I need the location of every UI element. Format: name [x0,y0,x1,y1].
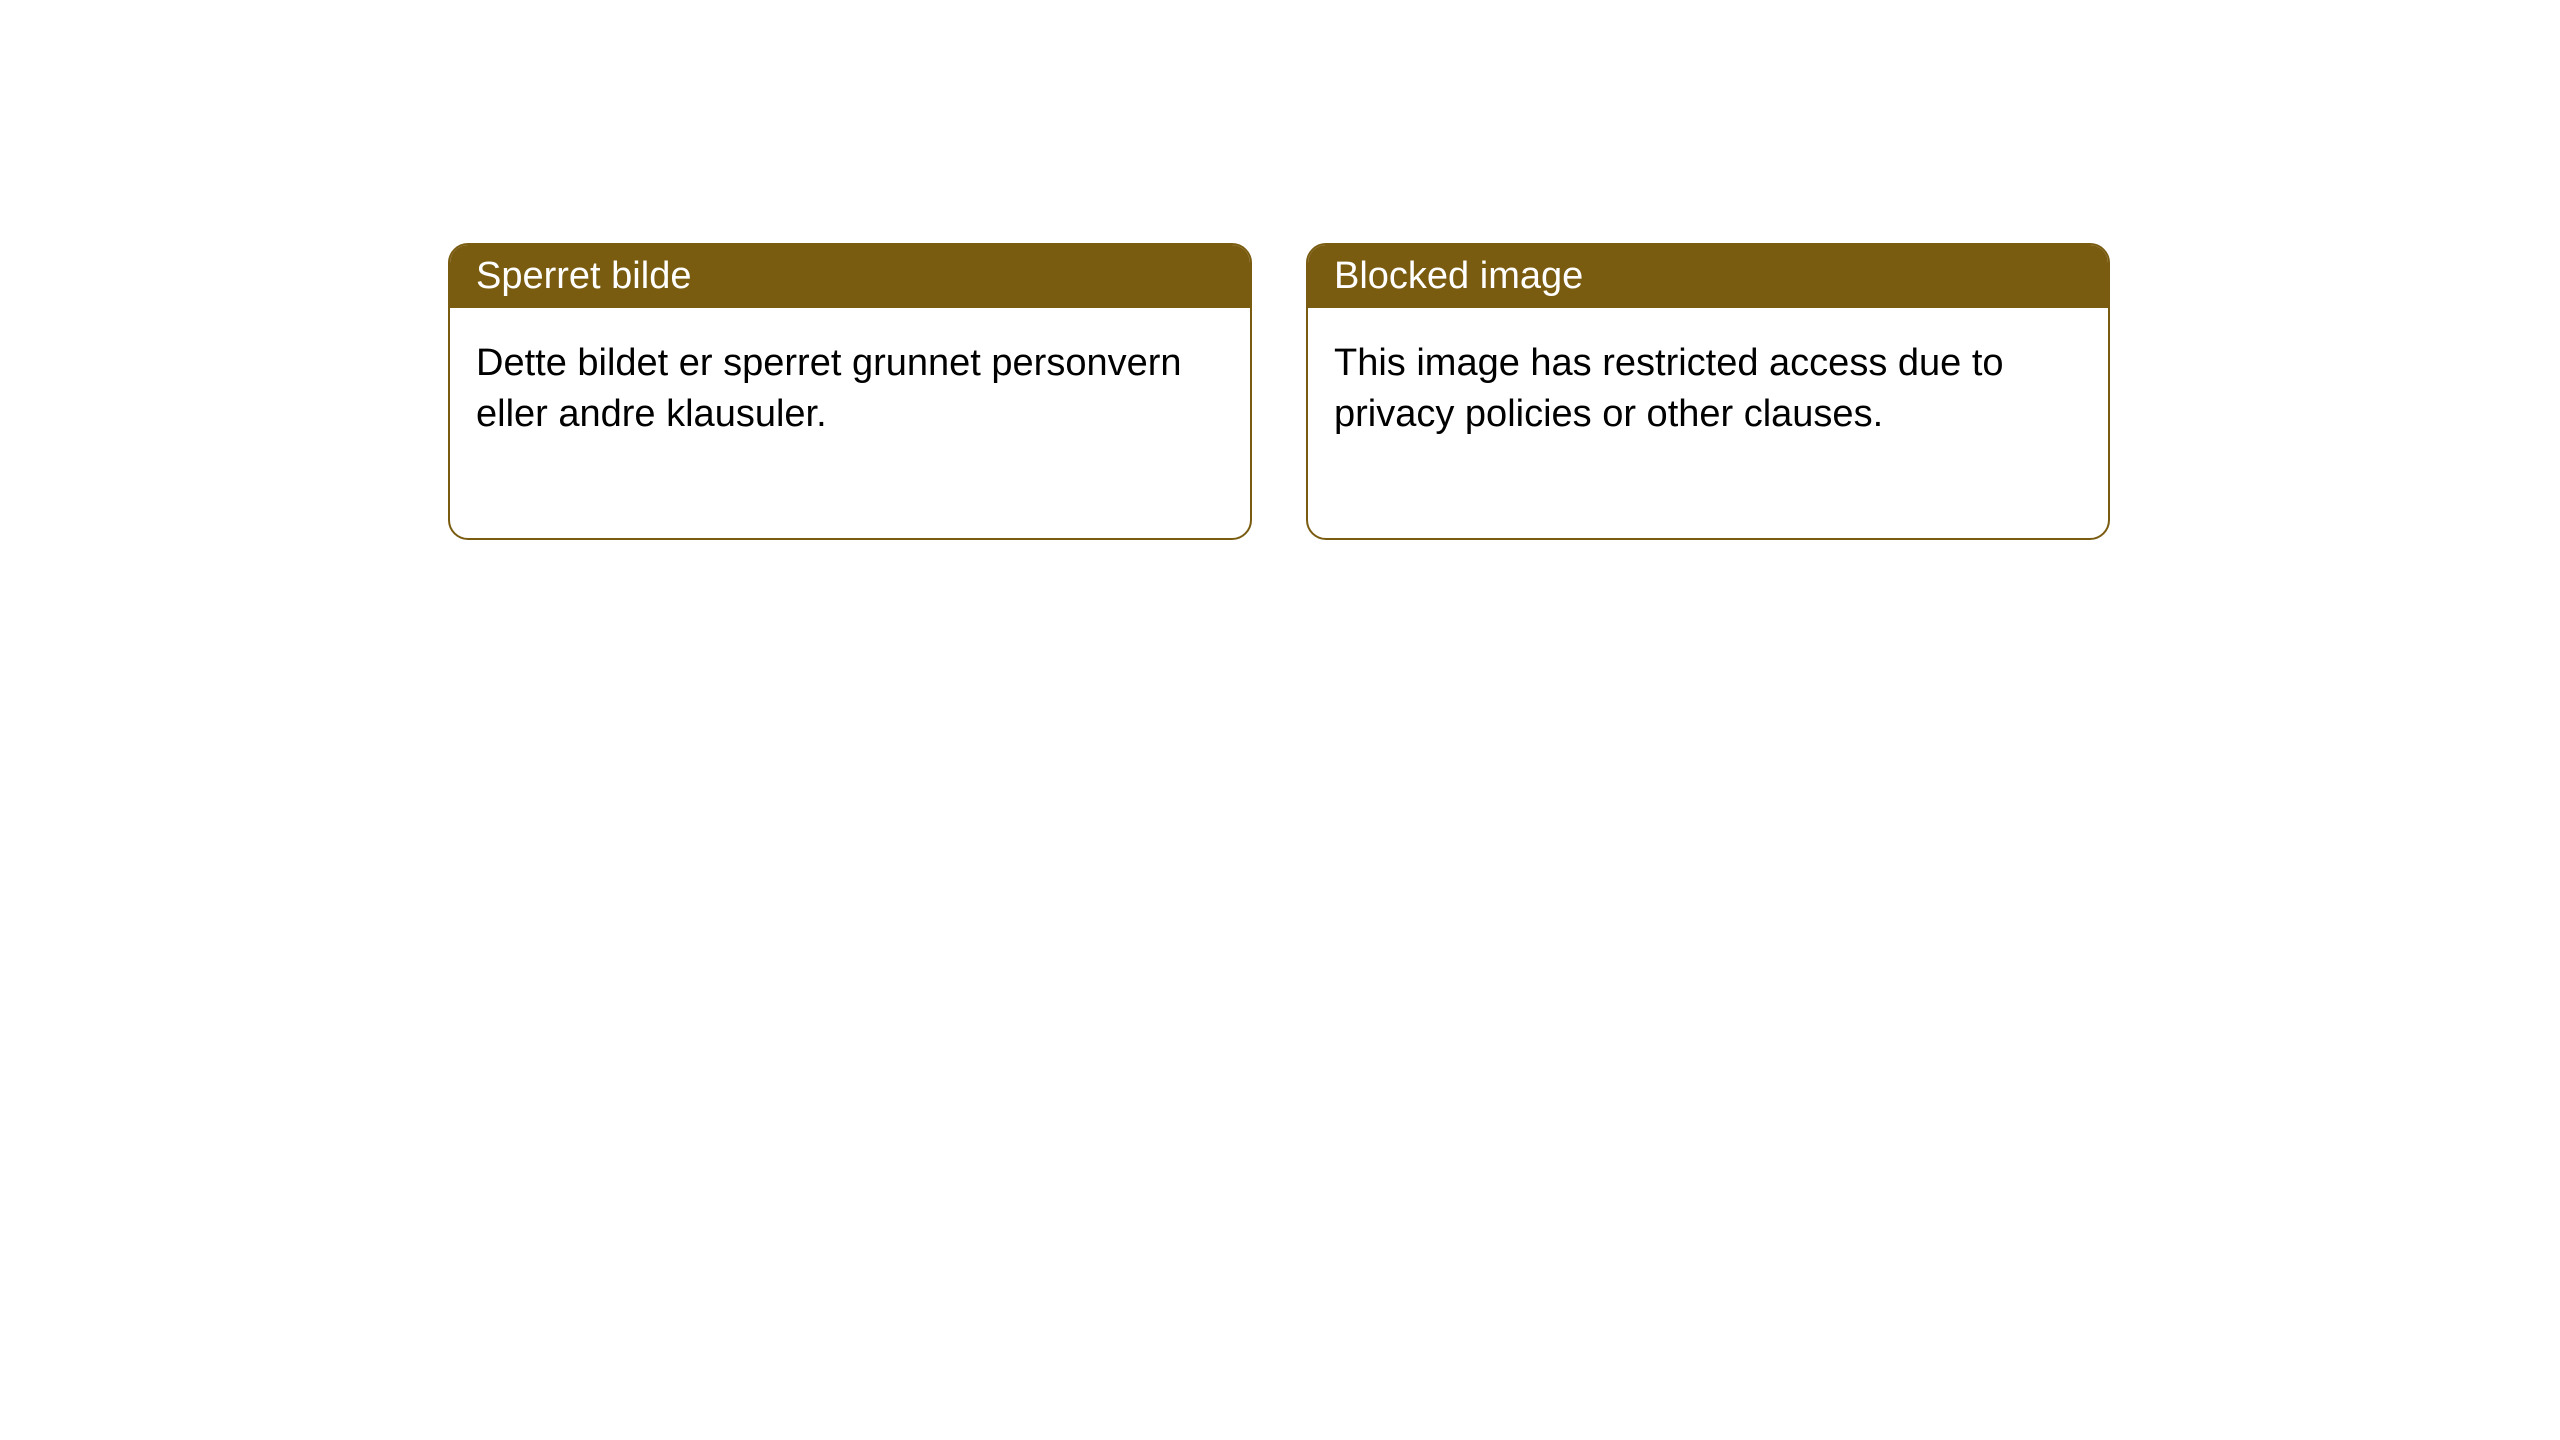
notices-container: Sperret bilde Dette bildet er sperret gr… [448,243,2110,540]
notice-body: Dette bildet er sperret grunnet personve… [450,308,1250,538]
notice-card-norwegian: Sperret bilde Dette bildet er sperret gr… [448,243,1252,540]
notice-card-english: Blocked image This image has restricted … [1306,243,2110,540]
notice-title: Sperret bilde [450,245,1250,308]
notice-title: Blocked image [1308,245,2108,308]
notice-body: This image has restricted access due to … [1308,308,2108,538]
